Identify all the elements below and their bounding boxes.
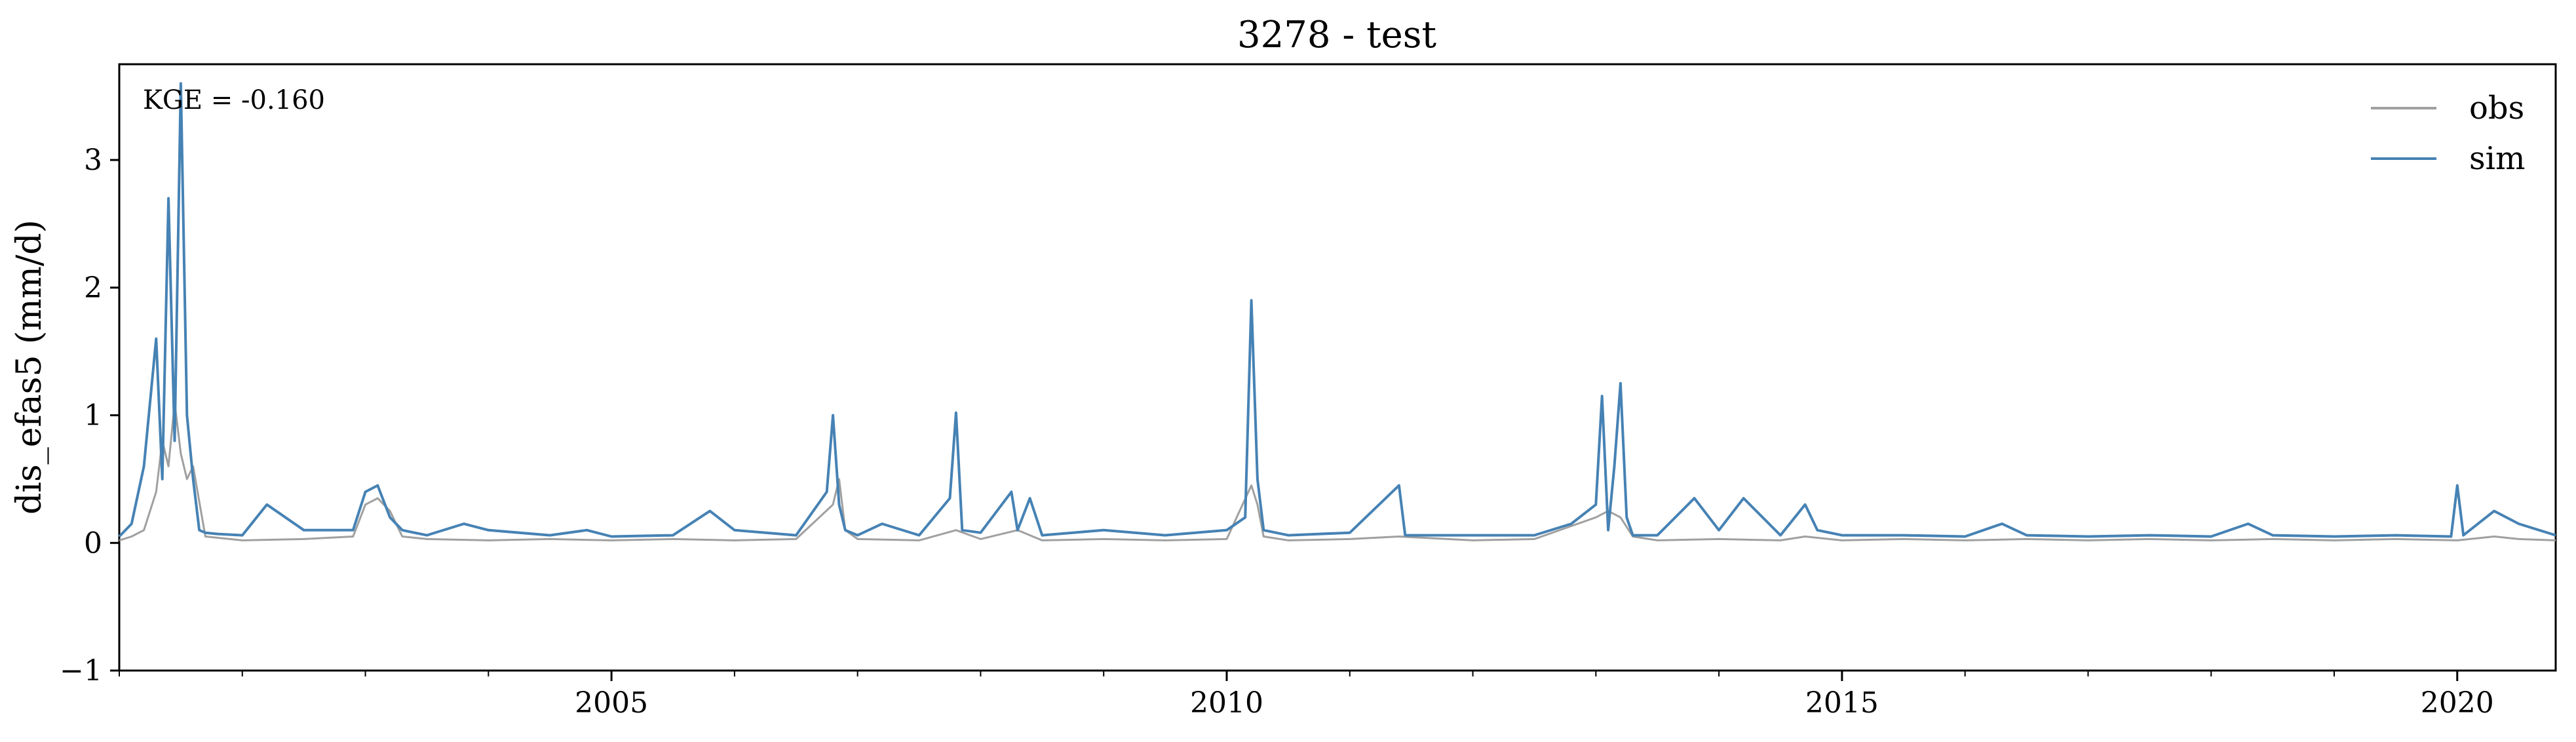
legend-label-sim: sim [2469, 140, 2526, 177]
plot-area [118, 63, 2557, 672]
x-tick-label: 2005 [575, 686, 648, 720]
x-tick-label: 2015 [1805, 686, 1879, 720]
y-tick-label: 1 [84, 399, 102, 433]
y-axis-label: dis_efas5 (mm/d) [10, 220, 49, 515]
series-line-sim [118, 82, 2556, 538]
y-tick-label: −1 [60, 654, 102, 688]
kge-annotation: KGE = -0.160 [143, 85, 325, 115]
sim-series [118, 82, 2556, 538]
legend-label-obs: obs [2469, 90, 2524, 127]
chart-title: 3278 - test [1237, 14, 1436, 56]
legend: obs sim [2371, 90, 2526, 177]
series-line-obs [119, 401, 2556, 541]
x-tick-label: 2010 [1190, 686, 1263, 720]
y-tick-label: 0 [84, 526, 102, 560]
plot-frame [118, 63, 2557, 672]
y-tick-label: 2 [84, 271, 102, 305]
x-tick-label: 2020 [2421, 686, 2494, 720]
axis-ticks: −1 0 1 2 3 2005 2010 2015 2020 [60, 144, 2494, 720]
y-tick-label: 3 [84, 144, 102, 177]
obs-series [119, 401, 2556, 541]
